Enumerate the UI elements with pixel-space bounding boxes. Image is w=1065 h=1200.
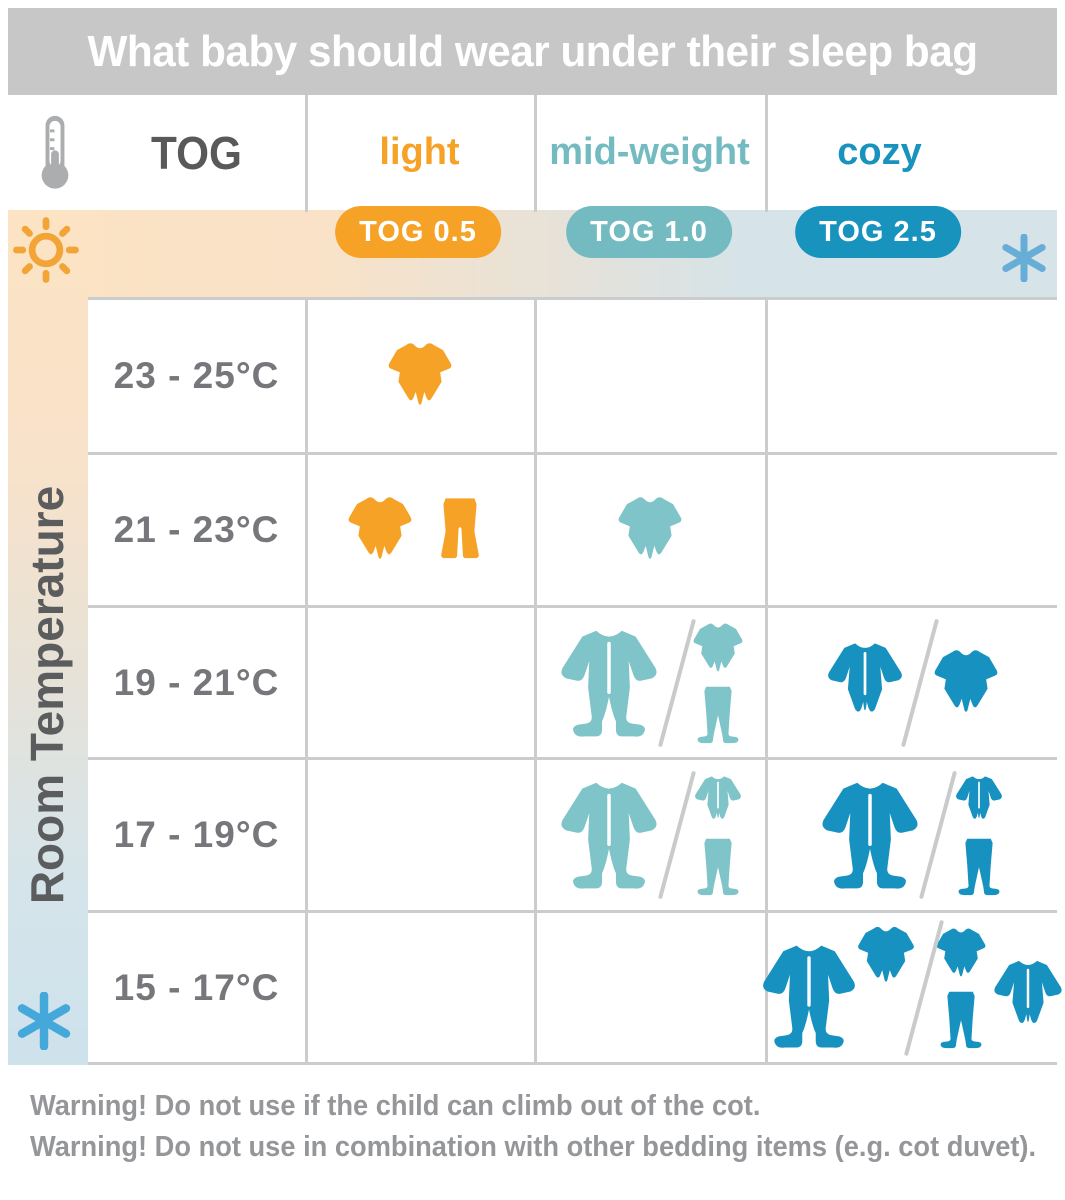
pants-footed-icon bbox=[687, 683, 749, 745]
outfit-option bbox=[753, 924, 918, 1052]
snowflake-icon bbox=[17, 992, 71, 1050]
table-row: 23 - 25°C bbox=[88, 300, 1057, 452]
pants-footed-icon bbox=[948, 835, 1010, 897]
outfit-option bbox=[551, 625, 667, 741]
table-row: 19 - 21°C bbox=[88, 608, 1057, 757]
grid-line bbox=[765, 297, 768, 1062]
grid-line bbox=[88, 757, 1057, 760]
outfit-option bbox=[687, 621, 749, 745]
snowflake-icon bbox=[1002, 234, 1046, 282]
bodysuit-short-sleeve-icon bbox=[384, 340, 456, 412]
temperature-label: 21 - 23°C bbox=[113, 509, 280, 550]
bodysuit-long-sleeve-icon bbox=[690, 773, 746, 829]
garment-group bbox=[687, 773, 749, 897]
temperature-label: 15 - 17°C bbox=[113, 966, 280, 1008]
warning-line: Warning! Do not use in combination with … bbox=[30, 1131, 1037, 1164]
tog-badge-light: TOG 0.5 bbox=[335, 206, 501, 258]
bodysuit-short-sleeve-icon bbox=[690, 621, 746, 677]
outfit-option bbox=[812, 777, 928, 893]
bodysuit-short-sleeve-icon bbox=[614, 494, 686, 566]
cell-mid-weight bbox=[534, 617, 765, 749]
grid-line bbox=[534, 297, 537, 1062]
bodysuit-long-sleeve-icon bbox=[987, 956, 1065, 1038]
grid-line bbox=[88, 297, 1057, 300]
bodysuit-short-sleeve-icon bbox=[933, 926, 989, 982]
table-row: 21 - 23°C bbox=[88, 455, 1057, 605]
column-header-mid-weight: mid-weight bbox=[549, 131, 750, 173]
garment-group bbox=[930, 926, 992, 1050]
title-bar: What baby should wear under their sleep … bbox=[8, 8, 1057, 95]
grid-line bbox=[305, 95, 308, 212]
bodysuit-short-sleeve-icon bbox=[930, 647, 1002, 719]
bodysuit-short-sleeve-icon bbox=[854, 924, 918, 988]
tog-badge-mid-weight: TOG 1.0 bbox=[566, 206, 732, 258]
cell-light bbox=[305, 494, 534, 566]
garment-group bbox=[812, 777, 928, 893]
outfit-option bbox=[687, 773, 749, 897]
garment-group bbox=[687, 621, 749, 745]
garment-group bbox=[344, 494, 416, 566]
table-row: 17 - 19°C bbox=[88, 760, 1057, 910]
bodysuit-long-sleeve-icon bbox=[951, 773, 1007, 829]
grid-line bbox=[88, 910, 1057, 913]
garment-group bbox=[753, 924, 865, 1052]
temperature-gradient-strip bbox=[8, 210, 88, 1065]
tog-column-header: TOG bbox=[151, 126, 242, 179]
cell-light bbox=[305, 340, 534, 412]
bodysuit-long-sleeve-icon bbox=[820, 638, 910, 728]
outfit-option bbox=[948, 773, 1010, 897]
tog-badge-cozy: TOG 2.5 bbox=[795, 206, 961, 258]
room-temperature-axis-label: Room Temperature bbox=[21, 485, 73, 905]
outfit-option bbox=[820, 638, 910, 728]
grid-line bbox=[88, 1062, 1057, 1065]
garment-group bbox=[614, 494, 686, 566]
pants-footed-icon bbox=[687, 835, 749, 897]
temperature-label: 23 - 25°C bbox=[113, 355, 280, 396]
pants-footed-icon bbox=[930, 988, 992, 1050]
sleepsuit-footed-icon bbox=[812, 777, 928, 893]
garment-group bbox=[995, 926, 1065, 1038]
grid-line bbox=[88, 605, 1057, 608]
column-header-cozy: cozy bbox=[837, 131, 922, 173]
garment-group bbox=[820, 638, 910, 728]
outfit-option bbox=[930, 647, 1002, 719]
cell-cozy bbox=[765, 617, 1057, 749]
warnings: Warning! Do not use if the child can cli… bbox=[30, 1086, 1036, 1168]
grid-line bbox=[765, 95, 768, 212]
cell-cozy bbox=[765, 918, 1057, 1058]
outfit-option bbox=[384, 340, 456, 412]
table-row: 15 - 17°C bbox=[88, 913, 1057, 1062]
sleepsuit-footed-icon bbox=[551, 625, 667, 741]
grid-line bbox=[88, 452, 1057, 455]
garment-group bbox=[868, 924, 918, 988]
sleepsuit-footed-icon bbox=[753, 940, 865, 1052]
cell-mid-weight bbox=[534, 494, 765, 566]
garment-group bbox=[551, 625, 667, 741]
garment-group bbox=[930, 647, 1002, 719]
page-title: What baby should wear under their sleep … bbox=[87, 26, 978, 76]
cell-cozy bbox=[765, 769, 1057, 901]
thermometer-icon bbox=[41, 115, 69, 189]
garment-group bbox=[384, 340, 456, 412]
grid-line bbox=[534, 95, 537, 212]
outfit-option bbox=[930, 926, 1065, 1050]
column-header-light: light bbox=[379, 131, 460, 173]
warning-line: Warning! Do not use if the child can cli… bbox=[30, 1090, 761, 1122]
bodysuit-short-sleeve-icon bbox=[344, 494, 416, 566]
garment-group bbox=[948, 773, 1010, 897]
grid-line bbox=[305, 297, 308, 1062]
sleepsuit-footed-icon bbox=[551, 777, 667, 893]
temperature-label: 19 - 21°C bbox=[113, 661, 280, 703]
outfit-option bbox=[551, 777, 667, 893]
outfit-option bbox=[614, 494, 686, 566]
pants-icon bbox=[424, 494, 496, 566]
cell-mid-weight bbox=[534, 769, 765, 901]
outfit-option bbox=[344, 494, 496, 566]
garment-group bbox=[551, 777, 667, 893]
temperature-label: 17 - 19°C bbox=[113, 814, 280, 855]
garment-group bbox=[424, 494, 496, 566]
sun-icon bbox=[13, 217, 79, 283]
